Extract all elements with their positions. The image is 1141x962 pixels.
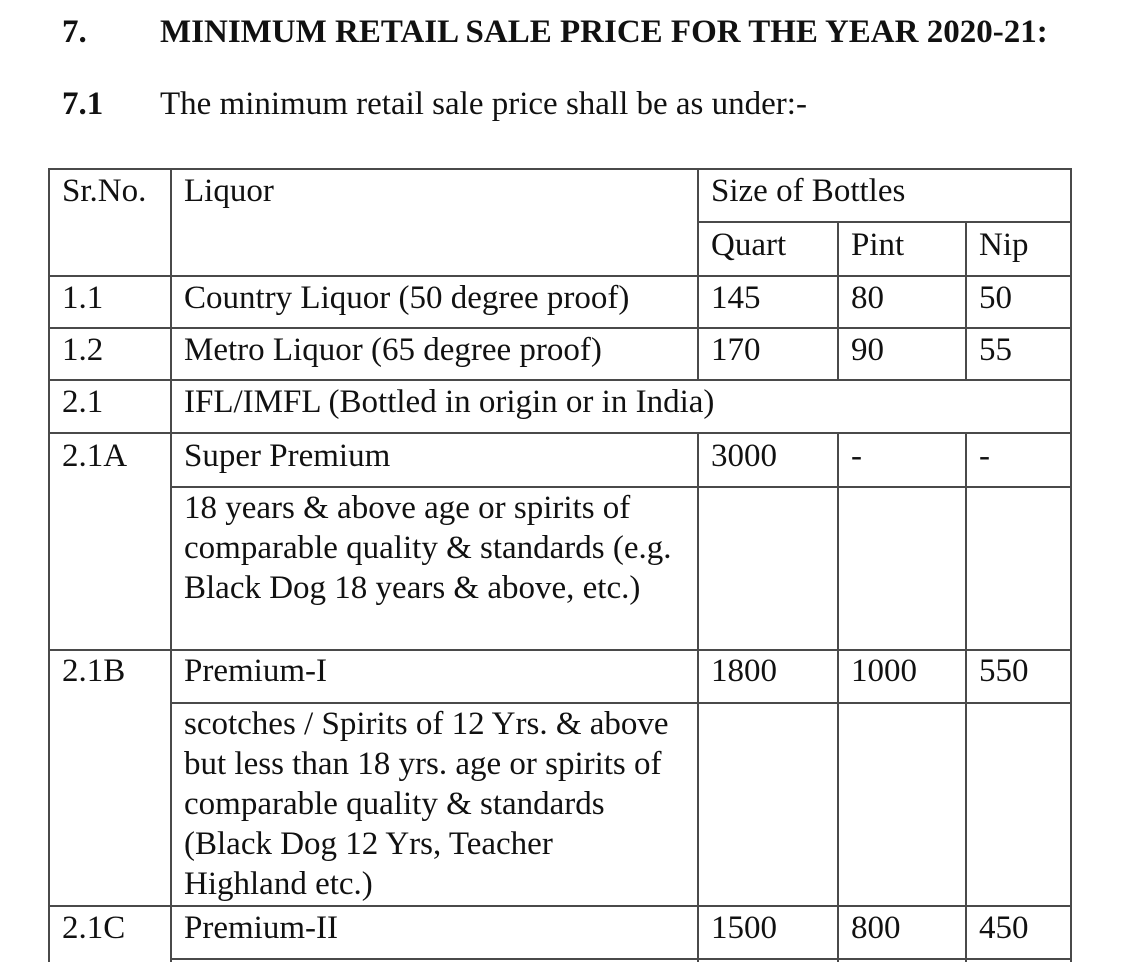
divider [170,168,172,962]
header-size-of-bottles: Size of Bottles [711,173,906,209]
row-pint: 1000 [851,653,917,689]
header-liquor: Liquor [184,173,274,209]
divider [965,432,967,962]
row-liquor: Premium-I [184,653,327,689]
row-sr: 2.1B [62,653,126,689]
row-description: scotches / Spirits of 12 Yrs. & above bu… [184,706,669,902]
row-pint: 90 [851,332,884,368]
row-quart: 1500 [711,910,777,946]
row-pint: - [851,438,862,474]
divider [170,958,1072,960]
row-quart: 1800 [711,653,777,689]
table-border [1070,168,1072,962]
table-border [48,168,1072,170]
row-nip: 450 [979,910,1029,946]
subsection-number: 7.1 [62,86,104,122]
row-sr: 1.1 [62,280,104,316]
divider [48,379,1072,381]
table-border [48,168,50,962]
row-nip: 50 [979,280,1012,316]
row-sr: 2.1C [62,910,126,946]
divider [48,275,1072,277]
row-sr: 1.2 [62,332,104,368]
row-description: 18 years & above age or spirits of compa… [184,490,672,606]
row-nip: 550 [979,653,1029,689]
section-title: MINIMUM RETAIL SALE PRICE FOR THE YEAR 2… [160,14,1048,50]
divider [170,486,1072,488]
divider [965,221,967,380]
divider [697,432,699,962]
section-number: 7. [62,14,87,50]
divider [837,432,839,962]
row-pint: 80 [851,280,884,316]
row-sr: 2.1A [62,438,128,474]
header-quart: Quart [711,227,787,263]
row-quart: 145 [711,280,761,316]
row-liquor: Super Premium [184,438,391,474]
divider [837,221,839,380]
row-nip: - [979,438,990,474]
row-sr: 2.1 [62,384,104,420]
row-liquor: Country Liquor (50 degree proof) [184,280,630,316]
header-sr-no: Sr.No. [62,173,147,209]
header-pint: Pint [851,227,905,263]
row-liquor: Metro Liquor (65 degree proof) [184,332,602,368]
divider [48,905,1072,907]
row-liquor: Premium-II [184,910,338,946]
divider [48,432,1072,434]
header-nip: Nip [979,227,1029,263]
row-liquor: IFL/IMFL (Bottled in origin or in India) [184,384,715,420]
divider [697,168,699,380]
row-quart: 170 [711,332,761,368]
row-quart: 3000 [711,438,777,474]
row-nip: 55 [979,332,1012,368]
divider [697,221,1072,223]
subsection-text: The minimum retail sale price shall be a… [160,86,807,122]
row-pint: 800 [851,910,901,946]
divider [48,649,1072,651]
divider [48,327,1072,329]
divider [170,702,1072,704]
